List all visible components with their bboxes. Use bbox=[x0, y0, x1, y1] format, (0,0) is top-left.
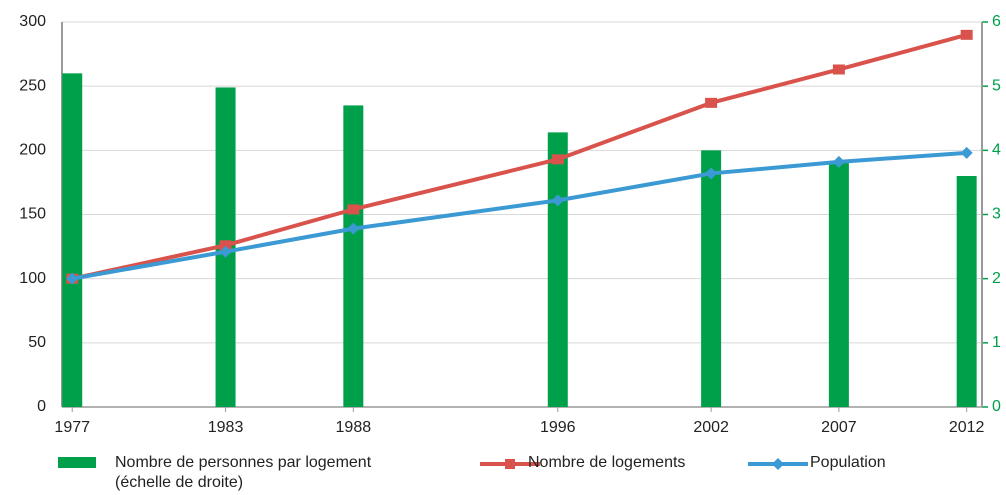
marker bbox=[960, 146, 973, 159]
marker bbox=[219, 240, 232, 251]
x-tick-label: 2012 bbox=[949, 419, 985, 436]
y2-tick-label: 3 bbox=[992, 206, 1001, 223]
legend-swatch bbox=[58, 457, 96, 468]
bar bbox=[701, 150, 722, 408]
y-tick-label: 150 bbox=[19, 206, 46, 223]
legend-label: Nombre de personnes par logement (échell… bbox=[115, 454, 372, 491]
y-tick-label: 0 bbox=[37, 398, 46, 415]
marker bbox=[551, 154, 564, 165]
y2-tick-label: 2 bbox=[992, 270, 1001, 287]
bar bbox=[956, 176, 977, 407]
marker bbox=[347, 204, 360, 215]
bar bbox=[547, 132, 568, 407]
chart: 0 50 100 150 200 250 300 0 1 2 3 4 5 6 1977 1983 1988 199… bbox=[19, 13, 1001, 436]
marker bbox=[66, 272, 79, 285]
legend-label: Population bbox=[810, 454, 886, 471]
y2-tick-label: 1 bbox=[992, 334, 1001, 351]
marker bbox=[832, 155, 845, 168]
x-tick-label: 1977 bbox=[54, 419, 90, 436]
marker bbox=[219, 245, 232, 258]
y2-tick-label: 5 bbox=[992, 77, 1001, 94]
bar bbox=[828, 161, 849, 407]
marker bbox=[705, 97, 718, 108]
marker bbox=[705, 167, 718, 180]
y-tick-label: 250 bbox=[19, 77, 46, 94]
bar bbox=[62, 73, 83, 407]
legend-label: Nombre de logements bbox=[528, 454, 686, 471]
y2-tick-label: 0 bbox=[992, 398, 1001, 415]
y-tick-label: 300 bbox=[19, 13, 46, 30]
x-tick-label: 2007 bbox=[821, 419, 857, 436]
legend-marker bbox=[505, 459, 515, 469]
y2-tick-label: 6 bbox=[992, 13, 1001, 30]
x-tick-label: 1988 bbox=[336, 419, 372, 436]
x-tick-label: 1983 bbox=[208, 419, 244, 436]
legend-marker bbox=[772, 458, 784, 470]
y-tick-label: 100 bbox=[19, 270, 46, 287]
x-tick-label: 1996 bbox=[540, 419, 576, 436]
bar bbox=[343, 105, 364, 408]
y-tick-label: 50 bbox=[28, 334, 46, 351]
marker bbox=[832, 64, 845, 75]
y-tick-label: 200 bbox=[19, 142, 46, 159]
marker bbox=[347, 222, 360, 235]
x-tick-label: 2002 bbox=[693, 419, 729, 436]
y2-tick-label: 4 bbox=[992, 142, 1001, 159]
marker bbox=[960, 29, 973, 40]
marker bbox=[551, 194, 564, 207]
